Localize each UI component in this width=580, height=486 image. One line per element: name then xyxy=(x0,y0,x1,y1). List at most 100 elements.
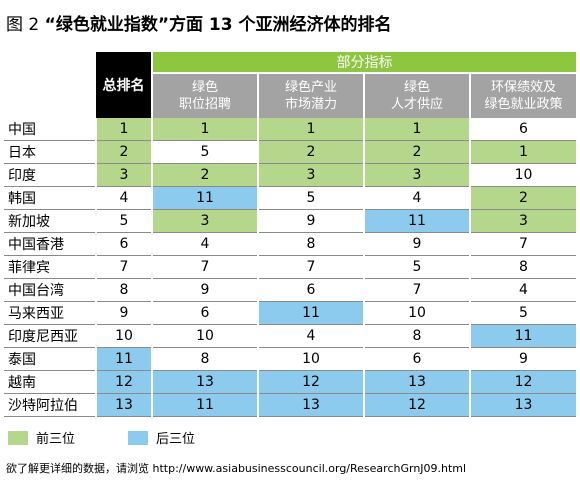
rank-cell: 5 xyxy=(363,255,470,279)
title: 图 2 “绿色就业指数”方面 13 个亚洲经济体的排名 xyxy=(6,10,391,35)
table-row: 马来西亚 9 6 11 10 5 xyxy=(4,301,576,325)
group-header: 部分指标 xyxy=(151,52,576,73)
column-header: 绿色 职位招聘 xyxy=(151,72,258,118)
rank-cell: 2 xyxy=(151,163,258,187)
rank-cell: 8 xyxy=(95,278,152,302)
rank-cell: 9 xyxy=(95,301,152,325)
economy-name: 中国 xyxy=(4,118,96,141)
rank-cell: 3 xyxy=(151,209,258,233)
rank-cell: 4 xyxy=(257,324,364,348)
rank-cell: 13 xyxy=(95,393,152,417)
column-header: 绿色 人才供应 xyxy=(363,72,470,118)
rank-cell: 3 xyxy=(257,163,364,187)
rank-cell: 7 xyxy=(151,255,258,279)
rank-cell: 1 xyxy=(469,140,576,164)
economy-name: 中国香港 xyxy=(4,232,96,256)
rank-cell: 4 xyxy=(151,232,258,256)
rank-cell: 11 xyxy=(257,301,364,325)
legend-label: 前三位 xyxy=(36,432,76,447)
rank-cell: 2 xyxy=(95,140,152,164)
table-row: 中国台湾 8 9 6 7 4 xyxy=(4,278,576,302)
legend-label: 后三位 xyxy=(156,432,196,447)
rank-cell: 6 xyxy=(151,301,258,325)
rank-cell: 6 xyxy=(95,232,152,256)
rank-cell: 9 xyxy=(257,209,364,233)
rank-cell: 13 xyxy=(363,370,470,394)
column-header: 绿色产业 市场潜力 xyxy=(257,72,364,118)
table-row: 韩国 4 11 5 4 2 xyxy=(4,186,576,210)
table-row: 印度 3 2 3 3 10 xyxy=(4,163,576,187)
rank-cell: 4 xyxy=(363,186,470,210)
rank-cell: 12 xyxy=(363,393,470,417)
rank-cell: 2 xyxy=(469,186,576,210)
table-row: 泰国 11 8 10 6 9 xyxy=(4,347,576,371)
ranking-table: 总排名 部分指标 绿色 职位招聘 绿色产业 市场潜力 绿色 人才供应 环保绩效及 绿色就业… xyxy=(4,52,576,417)
legend-item: 前三位 xyxy=(8,428,75,447)
rank-cell: 4 xyxy=(469,278,576,302)
rank-cell: 13 xyxy=(151,370,258,394)
rank-cell: 12 xyxy=(95,370,152,394)
rank-cell: 5 xyxy=(95,209,152,233)
rank-cell: 7 xyxy=(363,278,470,302)
rank-cell: 11 xyxy=(151,393,258,417)
economy-name: 印度 xyxy=(4,163,96,187)
rank-cell: 1 xyxy=(363,118,470,141)
rank-cell: 7 xyxy=(95,255,152,279)
header-row: 总排名 部分指标 xyxy=(4,52,576,118)
rank-cell: 8 xyxy=(257,232,364,256)
title-prefix: 图 2 xyxy=(6,15,40,35)
table-row: 中国香港 6 4 8 9 7 xyxy=(4,232,576,256)
rank-cell: 5 xyxy=(257,186,364,210)
economy-name: 印度尼西亚 xyxy=(4,324,96,348)
rank-cell: 10 xyxy=(95,324,152,348)
economy-name: 韩国 xyxy=(4,186,96,210)
economy-name: 沙特阿拉伯 xyxy=(4,393,96,417)
economy-name: 日本 xyxy=(4,140,96,164)
rank-cell: 1 xyxy=(151,118,258,141)
blank-header xyxy=(4,52,96,118)
table-row: 越南 12 13 12 13 12 xyxy=(4,370,576,394)
rank-cell: 11 xyxy=(469,324,576,348)
economy-name: 泰国 xyxy=(4,347,96,371)
table-row: 印度尼西亚 10 10 4 8 11 xyxy=(4,324,576,348)
rank-cell: 13 xyxy=(257,393,364,417)
rank-cell: 11 xyxy=(95,347,152,371)
rank-cell: 1 xyxy=(257,118,364,141)
rank-cell: 13 xyxy=(469,393,576,417)
table-row: 沙特阿拉伯 13 11 13 12 13 xyxy=(4,393,576,417)
rank-cell: 6 xyxy=(469,118,576,141)
rank-cell: 6 xyxy=(363,347,470,371)
rank-cell: 1 xyxy=(95,118,152,141)
table-row: 日本 2 5 2 2 1 xyxy=(4,140,576,164)
rank-cell: 7 xyxy=(469,232,576,256)
rank-cell: 11 xyxy=(363,209,470,233)
table-row: 菲律宾 7 7 7 5 8 xyxy=(4,255,576,279)
rank-cell: 10 xyxy=(469,163,576,187)
economy-name: 菲律宾 xyxy=(4,255,96,279)
rank-cell: 2 xyxy=(363,140,470,164)
rank-cell: 10 xyxy=(363,301,470,325)
rank-cell: 9 xyxy=(363,232,470,256)
total-header: 总排名 xyxy=(96,52,152,118)
rank-cell: 12 xyxy=(469,370,576,394)
rank-cell: 9 xyxy=(469,347,576,371)
column-header: 环保绩效及 绿色就业政策 xyxy=(469,72,576,118)
rank-cell: 3 xyxy=(469,209,576,233)
rank-cell: 5 xyxy=(469,301,576,325)
rank-cell: 2 xyxy=(257,140,364,164)
rank-cell: 5 xyxy=(151,140,258,164)
rank-cell: 4 xyxy=(95,186,152,210)
table-row: 新加坡 5 3 9 11 3 xyxy=(4,209,576,233)
economy-name: 越南 xyxy=(4,370,96,394)
economy-name: 新加坡 xyxy=(4,209,96,233)
rank-cell: 10 xyxy=(151,324,258,348)
rank-cell: 12 xyxy=(257,370,364,394)
rank-cell: 9 xyxy=(151,278,258,302)
economy-name: 中国台湾 xyxy=(4,278,96,302)
rank-cell: 11 xyxy=(151,186,258,210)
economy-name: 马来西亚 xyxy=(4,301,96,325)
rank-cell: 10 xyxy=(257,347,364,371)
rank-cell: 8 xyxy=(151,347,258,371)
rank-cell: 8 xyxy=(469,255,576,279)
rank-cell: 7 xyxy=(257,255,364,279)
